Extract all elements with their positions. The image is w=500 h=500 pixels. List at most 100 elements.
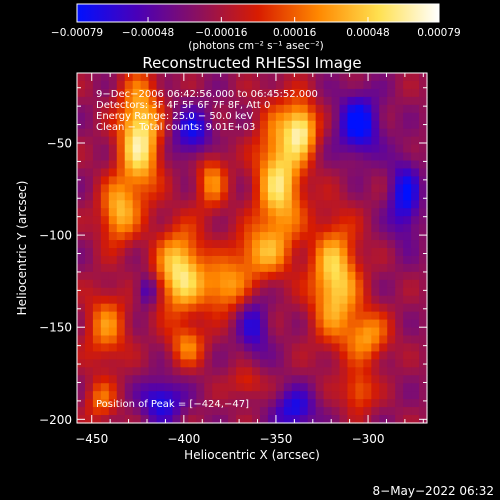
heatmap-cell bbox=[140, 407, 150, 416]
heatmap-cell bbox=[331, 319, 341, 329]
heatmap-cell bbox=[252, 112, 261, 122]
heatmap-cell bbox=[204, 271, 213, 281]
heatmap-cell bbox=[180, 271, 189, 281]
heatmap-cell bbox=[331, 73, 341, 82]
heatmap-cell bbox=[315, 128, 325, 138]
heatmap-cell bbox=[148, 96, 158, 106]
heatmap-cell bbox=[323, 279, 333, 289]
heatmap-cell bbox=[84, 176, 94, 185]
heatmap-cell bbox=[156, 208, 166, 217]
heatmap-cell bbox=[148, 359, 158, 368]
heatmap-cell bbox=[116, 240, 126, 249]
heatmap-cell bbox=[323, 240, 333, 249]
heatmap-cell bbox=[204, 104, 213, 114]
heatmap-cell bbox=[283, 96, 293, 106]
heatmap-cell bbox=[140, 216, 150, 225]
heatmap-cell bbox=[339, 367, 349, 376]
heatmap-cell bbox=[267, 279, 277, 289]
heatmap-cell bbox=[180, 391, 189, 400]
heatmap-cell bbox=[252, 287, 261, 297]
heatmap-cell bbox=[220, 255, 229, 265]
heatmap-cell bbox=[355, 383, 364, 392]
heatmap-cell bbox=[275, 128, 285, 138]
heatmap-cell bbox=[363, 248, 372, 257]
heatmap-cell bbox=[100, 399, 110, 408]
heatmap-cell bbox=[220, 248, 229, 257]
heatmap-cell bbox=[156, 184, 166, 193]
heatmap-cell bbox=[307, 176, 317, 185]
heatmap-cell bbox=[387, 255, 396, 265]
heatmap-cell bbox=[347, 136, 356, 146]
heatmap-cell bbox=[228, 319, 237, 329]
heatmap-cell bbox=[275, 176, 285, 185]
heatmap-cell bbox=[252, 415, 261, 424]
heatmap-cell bbox=[124, 319, 134, 329]
heatmap-cell bbox=[331, 271, 341, 281]
heatmap-cell bbox=[307, 224, 317, 233]
heatmap-cell bbox=[331, 327, 341, 337]
heatmap-cell bbox=[124, 80, 134, 90]
heatmap-cell bbox=[347, 399, 356, 408]
heatmap-cell bbox=[164, 271, 174, 281]
heatmap-cell bbox=[252, 144, 261, 154]
heatmap-cell bbox=[164, 136, 174, 146]
heatmap-cell bbox=[132, 248, 142, 257]
heatmap-cell bbox=[395, 383, 404, 392]
heatmap-cell bbox=[148, 216, 158, 225]
heatmap-cell bbox=[363, 327, 372, 337]
heatmap-cell bbox=[108, 184, 118, 193]
heatmap-cell bbox=[259, 168, 269, 177]
heatmap-cell bbox=[299, 208, 309, 217]
heatmap-cell bbox=[212, 343, 221, 352]
heatmap-cell bbox=[244, 184, 253, 193]
heatmap-cell bbox=[156, 120, 166, 130]
heatmap-cell bbox=[299, 375, 309, 384]
heatmap-cell bbox=[387, 160, 396, 170]
heatmap-cell bbox=[395, 351, 404, 360]
heatmap-cell bbox=[156, 88, 166, 98]
heatmap-cell bbox=[212, 128, 221, 138]
heatmap-cell bbox=[283, 160, 293, 170]
heatmap-cell bbox=[180, 168, 189, 177]
heatmap-cell bbox=[220, 240, 229, 249]
heatmap-cell bbox=[299, 184, 309, 193]
heatmap-cell bbox=[172, 327, 181, 337]
heatmap-cell bbox=[355, 343, 364, 352]
y-tick-label: −200 bbox=[39, 413, 72, 427]
heatmap-cell bbox=[395, 327, 404, 337]
heatmap-cell bbox=[212, 359, 221, 368]
heatmap-cell bbox=[267, 319, 277, 329]
heatmap-cell bbox=[77, 335, 86, 345]
heatmap-cell bbox=[228, 351, 237, 360]
heatmap-cell bbox=[363, 120, 372, 130]
heatmap-cell bbox=[355, 232, 364, 241]
heatmap-cell bbox=[363, 303, 372, 313]
heatmap-cell bbox=[92, 383, 102, 392]
heatmap-cell bbox=[172, 295, 181, 305]
heatmap-cell bbox=[116, 415, 126, 424]
heatmap-cell bbox=[283, 192, 293, 201]
heatmap-cell bbox=[283, 80, 293, 90]
heatmap-cell bbox=[84, 263, 94, 273]
heatmap-cell bbox=[124, 232, 134, 241]
heatmap-cell bbox=[323, 367, 333, 376]
heatmap-cell bbox=[148, 255, 158, 265]
heatmap-cell bbox=[212, 184, 221, 193]
heatmap-cell bbox=[259, 255, 269, 265]
heatmap-cell bbox=[331, 200, 341, 209]
heatmap-cell bbox=[403, 319, 412, 329]
heatmap-cell bbox=[299, 279, 309, 289]
heatmap-cell bbox=[124, 160, 134, 170]
colorbar-bar bbox=[76, 3, 440, 23]
heatmap-cell bbox=[164, 255, 174, 265]
heatmap-cell bbox=[275, 136, 285, 146]
heatmap-cell bbox=[204, 399, 213, 408]
heatmap-cell bbox=[204, 415, 213, 424]
heatmap-cell bbox=[220, 192, 229, 201]
heatmap-cell bbox=[291, 88, 301, 98]
heatmap-cell bbox=[188, 168, 197, 177]
heatmap-cell bbox=[92, 319, 102, 329]
heatmap-cell bbox=[379, 327, 388, 337]
heatmap-cell bbox=[204, 248, 213, 257]
heatmap-cell bbox=[395, 319, 404, 329]
